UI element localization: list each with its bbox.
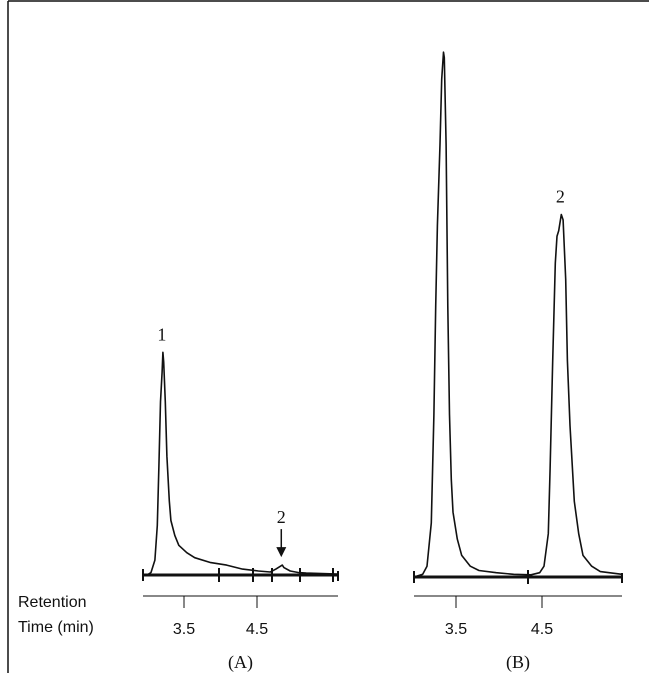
- x-tick-label: 3.5: [445, 621, 467, 638]
- chromatogram-trace: [413, 51, 623, 578]
- panel-b-chart: 3.5 4.5(B) 2: [413, 51, 623, 673]
- peak-label: 2: [277, 507, 286, 527]
- panel-label: (A): [228, 652, 253, 673]
- panel-label: (B): [506, 652, 530, 673]
- panel-a-chart: 3.5 4.5 (A) 1 2: [142, 324, 339, 673]
- x-tick-label: 4.5: [531, 621, 553, 638]
- axis-label-line-2: Time (min): [18, 619, 94, 636]
- x-tick-label: 4.5: [246, 621, 268, 638]
- x-tick-label: 3.5: [173, 621, 195, 638]
- chromatogram-trace: [143, 351, 339, 576]
- peak-arrow-head: [276, 547, 287, 558]
- axis-label-line-1: Retention: [18, 594, 87, 611]
- peak-label: 2: [556, 187, 565, 207]
- peak-label: 1: [157, 324, 166, 344]
